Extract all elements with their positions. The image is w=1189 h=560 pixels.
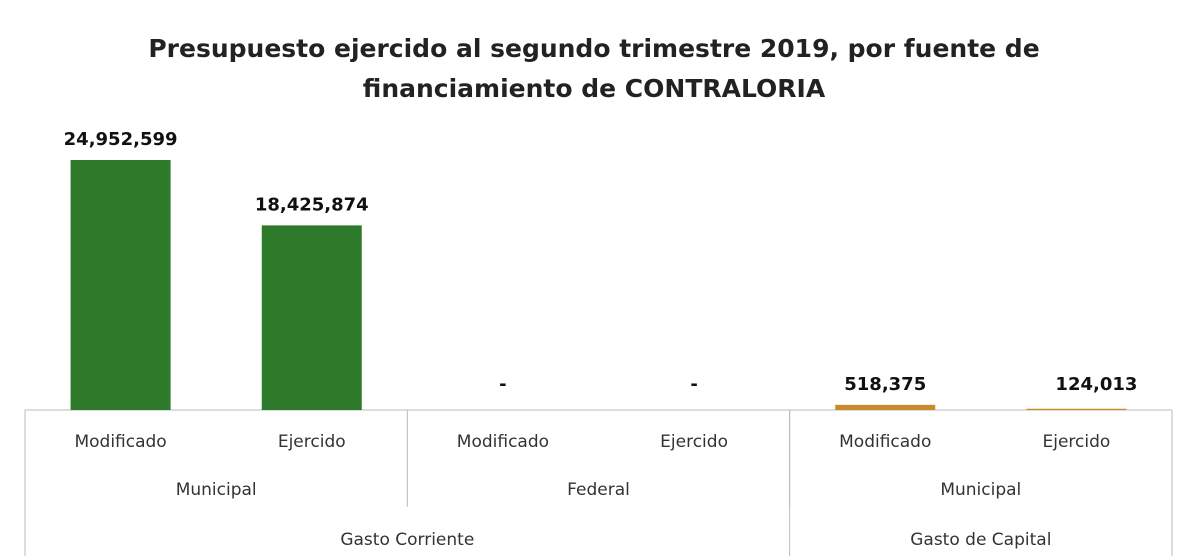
chart-title: Presupuesto ejercido al segundo trimestr… — [148, 34, 1039, 63]
x-tick-label: Ejercido — [660, 432, 728, 452]
x-tick-label: Modificado — [457, 432, 549, 452]
group-label: Federal — [567, 480, 630, 500]
data-label: 124,013 — [1055, 374, 1137, 395]
x-tick-label: Modificado — [74, 432, 166, 452]
bar — [835, 404, 936, 410]
bar — [1026, 408, 1127, 410]
data-label: - — [499, 374, 506, 395]
x-tick-label: Ejercido — [278, 432, 346, 452]
supergroup-label: Gasto de Capital — [910, 530, 1051, 550]
group-label: Municipal — [940, 480, 1021, 500]
data-label: - — [690, 374, 697, 395]
data-label: 18,425,874 — [255, 194, 369, 215]
x-tick-label: Modificado — [839, 432, 931, 452]
x-tick-label: Ejercido — [1043, 432, 1111, 452]
data-label: 518,375 — [844, 374, 926, 395]
bar — [70, 160, 171, 410]
supergroup-label: Gasto Corriente — [340, 530, 474, 550]
bar — [261, 225, 362, 410]
chart-title: financiamiento de CONTRALORIA — [363, 74, 826, 103]
group-label: Municipal — [176, 480, 257, 500]
data-label: 24,952,599 — [64, 129, 178, 150]
